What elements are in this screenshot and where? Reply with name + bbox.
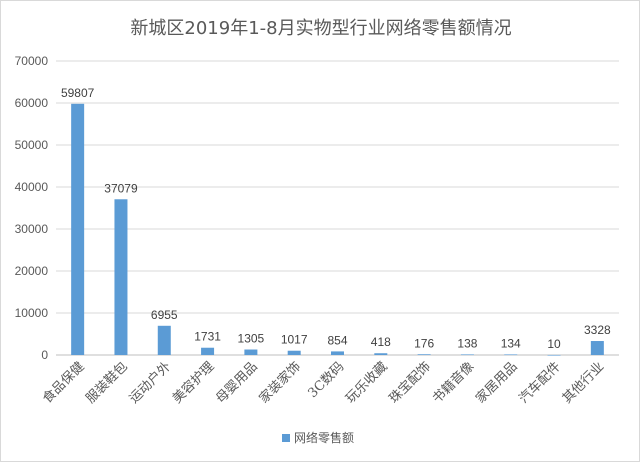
legend: 网络零售额 bbox=[282, 430, 354, 445]
bar-11 bbox=[504, 354, 518, 356]
category-label: 家装家饰 bbox=[256, 359, 304, 407]
data-label: 37079 bbox=[104, 181, 138, 195]
y-tick-label: 30000 bbox=[15, 222, 49, 236]
category-label: 玩乐收藏 bbox=[343, 359, 390, 406]
legend-label: 网络零售额 bbox=[294, 430, 354, 445]
data-label: 1731 bbox=[194, 330, 221, 344]
data-label: 418 bbox=[371, 335, 391, 349]
y-tick-label: 60000 bbox=[15, 96, 49, 110]
category-label: 其他行业 bbox=[560, 359, 607, 406]
data-label: 134 bbox=[501, 336, 521, 350]
data-label: 6955 bbox=[151, 308, 178, 322]
legend-swatch bbox=[282, 434, 290, 442]
category-label: 3C数码 bbox=[305, 359, 347, 401]
bar-13 bbox=[590, 341, 604, 355]
bars bbox=[71, 103, 604, 356]
data-label: 10 bbox=[547, 337, 561, 351]
bar-7 bbox=[331, 351, 344, 355]
y-tick-label: 10000 bbox=[15, 306, 49, 320]
category-label: 服装鞋包 bbox=[83, 359, 131, 407]
bar-10 bbox=[460, 354, 474, 356]
y-tick-label: 20000 bbox=[15, 264, 49, 278]
category-label: 家居用品 bbox=[472, 359, 520, 407]
category-label: 书籍音像 bbox=[429, 359, 477, 407]
data-label: 59807 bbox=[61, 86, 95, 100]
category-label: 珠宝配饰 bbox=[387, 359, 434, 406]
y-tick-label: 0 bbox=[41, 348, 48, 362]
category-label: 美容护理 bbox=[169, 359, 217, 407]
category-label: 汽车配件 bbox=[516, 359, 564, 407]
category-label: 母婴用品 bbox=[213, 359, 260, 406]
bar-8 bbox=[374, 353, 388, 355]
bar-9 bbox=[417, 354, 431, 355]
data-labels: 59807 37079 6955 1731 1305 1017 854 418 176 138 13… bbox=[61, 86, 611, 351]
y-tick-label: 40000 bbox=[15, 180, 49, 194]
data-label: 138 bbox=[457, 336, 477, 350]
category-label: 运动户外 bbox=[126, 359, 174, 407]
data-label: 1017 bbox=[281, 333, 308, 347]
bar-6 bbox=[287, 350, 301, 355]
data-label: 3328 bbox=[584, 323, 611, 337]
bar-4 bbox=[201, 347, 215, 355]
y-tick-label: 70000 bbox=[15, 54, 49, 68]
chart-title: 新城区2019年1-8月实物型行业网络零售额情况 bbox=[130, 18, 511, 39]
bar-12 bbox=[547, 354, 561, 356]
data-label: 854 bbox=[327, 333, 347, 347]
y-tick-label: 50000 bbox=[15, 138, 49, 152]
data-label: 1305 bbox=[238, 332, 265, 346]
bar-2 bbox=[114, 199, 128, 355]
category-label: 食品保健 bbox=[39, 359, 87, 407]
bar-5 bbox=[244, 349, 258, 355]
bar-1 bbox=[71, 103, 85, 355]
y-axis-ticks: 0 10000 20000 30000 40000 50000 60000 70000 bbox=[15, 54, 49, 362]
bar-3 bbox=[157, 325, 171, 355]
data-label: 176 bbox=[414, 336, 434, 350]
gridlines bbox=[56, 60, 619, 356]
